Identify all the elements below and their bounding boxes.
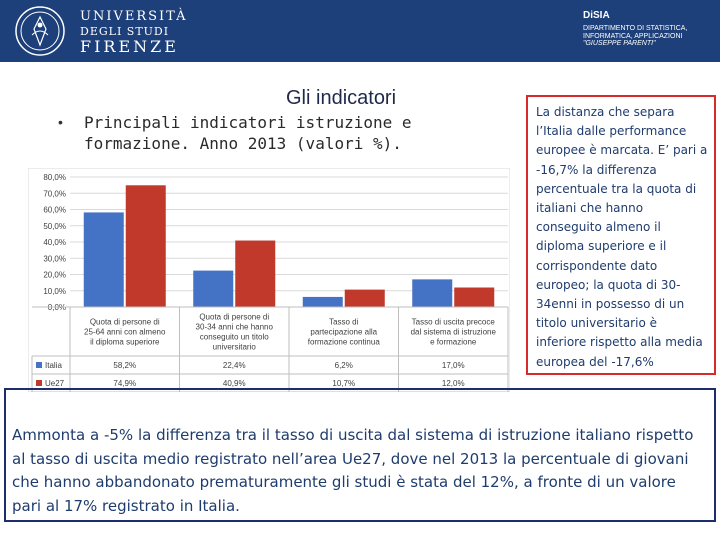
header-bar: UNIVERSITÀ DEGLI STUDI FIRENZE DiSIA DIP…: [0, 0, 720, 62]
category-label-1: Quota di persone di 25-64 anni con almeno…: [84, 318, 166, 347]
data-label-ue27-3: 10,7%: [332, 379, 355, 388]
legend-label-italia: Italia: [45, 361, 62, 370]
data-label-italia-3: 6,2%: [335, 361, 353, 370]
data-label-italia-1: 58,2%: [113, 361, 136, 370]
slide-subtitle: Principali indicatori istruzione e forma…: [84, 113, 412, 153]
data-label-ue27-4: 12,0%: [442, 379, 465, 388]
y-tick-label: 40,0%: [43, 238, 66, 247]
university-line-2: DEGLI STUDI: [80, 25, 170, 38]
bullet-marker: •: [58, 114, 63, 130]
data-label-italia-2: 22,4%: [223, 361, 246, 370]
indicators-bar-chart: 80,0% 70,0% 60,0% 50,0% 40,0% 30,0% 20,0% 10,0%…: [28, 168, 510, 392]
university-seal-icon: [15, 6, 65, 56]
bar-ue27-1: [125, 185, 166, 307]
legend-swatch-ue27: [36, 380, 42, 386]
side-commentary-box: La distanza che separa l’Italia dalle pe…: [526, 95, 716, 375]
legend-swatch-italia: [36, 362, 42, 368]
category-label-2: Quota di persone di 30-34 anni che hanno c…: [196, 313, 274, 352]
department-line-1: DIPARTIMENTO DI STATISTICA,: [583, 25, 688, 32]
bar-italia-1: [83, 212, 124, 307]
department-acronym: DiSIA: [583, 10, 610, 21]
bar-italia-2: [193, 270, 234, 307]
y-tick-label: 80,0%: [43, 173, 66, 182]
data-label-ue27-2: 40,9%: [223, 379, 246, 388]
y-tick-label: 70,0%: [43, 189, 66, 198]
university-line-1: UNIVERSITÀ: [80, 9, 188, 24]
slide-title: Gli indicatori: [286, 87, 397, 109]
y-tick-label: 60,0%: [43, 206, 66, 215]
university-name: UNIVERSITÀ DEGLI STUDI FIRENZE: [80, 10, 188, 55]
bar-italia-4: [412, 279, 453, 307]
category-label-3: Tasso di partecipazione alla formazione co…: [308, 318, 381, 347]
university-line-3: FIRENZE: [80, 37, 179, 56]
y-tick-label: 50,0%: [43, 222, 66, 231]
y-tick-label: 20,0%: [43, 271, 66, 280]
department-name: DiSIA DIPARTIMENTO DI STATISTICA, INFORM…: [583, 10, 687, 48]
data-label-italia-4: 17,0%: [442, 361, 465, 370]
bar-ue27-4: [454, 287, 495, 307]
bar-ue27-2: [235, 240, 276, 307]
y-tick-label: 30,0%: [43, 254, 66, 263]
legend-label-ue27: Ue27: [45, 379, 65, 388]
data-label-ue27-1: 74,9%: [113, 379, 136, 388]
category-label-4: Tasso di uscita precoce dal sistema di is…: [411, 318, 497, 347]
bottom-commentary-box: Ammonta a -5% la differenza tra il tasso…: [4, 388, 716, 522]
bar-italia-3: [302, 296, 343, 307]
y-tick-label: 10,0%: [43, 287, 66, 296]
bar-ue27-3: [344, 289, 385, 307]
department-line-3: "GIUSEPPE PARENTI": [583, 40, 656, 48]
department-line-2: INFORMATICA, APPLICAZIONI: [583, 32, 683, 40]
